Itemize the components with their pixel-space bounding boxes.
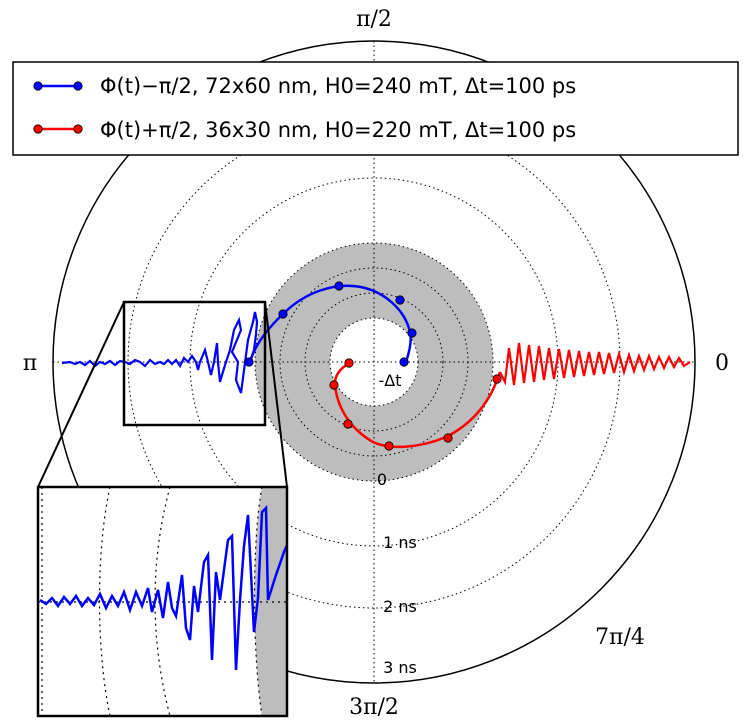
grid-circle-4 <box>254 242 494 482</box>
angle-label-left: π <box>23 351 37 376</box>
legend-label-red: Φ(t)+π/2, 36x30 nm, H0=220 mT, Δt=100 ps <box>100 118 576 142</box>
blue-marker <box>395 295 405 305</box>
shaded-band <box>254 243 493 481</box>
red-marker <box>443 433 453 443</box>
red-marker <box>329 380 339 390</box>
blue-marker <box>407 328 417 338</box>
legend-label-blue: Φ(t)−π/2, 72x60 nm, H0=240 mT, Δt=100 ps <box>100 74 576 98</box>
blue-marker <box>278 309 288 319</box>
radial-tick-label-4: 3 ns <box>383 658 417 677</box>
radial-tick-label-2: 1 ns <box>383 533 417 552</box>
legend-red-marker-right <box>73 124 83 134</box>
polar-grid <box>53 41 695 683</box>
red-marker <box>344 358 354 368</box>
inset-frame <box>36 485 289 718</box>
red-marker <box>492 374 502 384</box>
blue-marker <box>399 357 409 367</box>
red-marker <box>384 441 394 451</box>
legend-blue-marker-right <box>73 81 83 91</box>
red-series-tail <box>499 342 691 386</box>
blue-markers <box>244 281 417 367</box>
radial-tick-label-3: 2 ns <box>383 597 417 616</box>
angle-label-top: π/2 <box>356 7 392 32</box>
inset-shaded-band <box>254 487 287 716</box>
angle-label-right: 0 <box>715 351 729 376</box>
legend-red-marker-left <box>33 124 43 134</box>
inset-grid-arc-1 <box>98 487 111 716</box>
red-series-spiral <box>333 361 502 449</box>
blue-marker <box>244 357 254 367</box>
radial-tick-label-0: -Δt <box>379 371 402 390</box>
red-markers <box>329 358 502 451</box>
radial-tick-label-1: 0 <box>377 470 387 489</box>
zoom-connector-right <box>264 301 288 488</box>
zoom-source-box <box>122 300 267 427</box>
legend-box <box>12 61 739 156</box>
angle-label-bottom: 3π/2 <box>349 695 399 720</box>
legend-blue-marker-left <box>33 81 43 91</box>
red-marker <box>343 419 353 429</box>
angle-label-lower-right: 7π/4 <box>595 625 645 650</box>
zoom-inset <box>36 485 289 718</box>
blue-marker <box>334 281 344 291</box>
zoom-connector-left <box>37 301 125 488</box>
blue-series-spiral <box>248 284 413 363</box>
legend: Φ(t)−π/2, 72x60 nm, H0=240 mT, Δt=100 ps… <box>12 61 739 156</box>
blue-series-tail <box>61 311 259 394</box>
inset-blue-curve <box>39 505 287 671</box>
